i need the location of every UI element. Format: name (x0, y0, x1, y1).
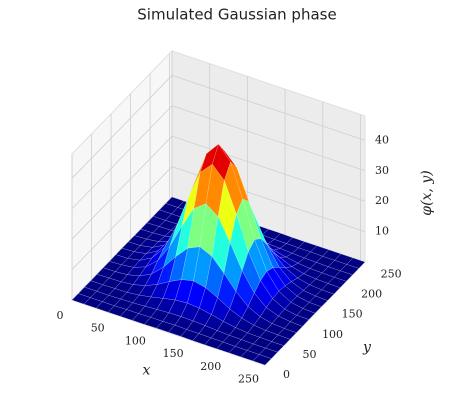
grid-line (71, 166, 173, 270)
z-tick-label: 40 (375, 133, 389, 146)
surface-patch (333, 270, 353, 282)
y-tick-label: 200 (361, 288, 382, 301)
grid-line (171, 105, 366, 172)
y-tick-label: 150 (342, 308, 363, 321)
surface-patch (264, 341, 285, 353)
surface-patch (296, 308, 316, 320)
x-tick-label: 50 (91, 322, 105, 335)
x-tick-label: 100 (125, 334, 146, 347)
grid-line (71, 105, 173, 210)
x-axis-label: x (143, 363, 151, 379)
z-tick-label: 20 (375, 194, 389, 207)
labels: 0 50 100 150 200 250 0 50 100 150 200 250 10 20 30 40 x y… (57, 133, 436, 385)
surface-patch (308, 295, 328, 308)
z-axis-label: φ(x, y) (419, 170, 435, 215)
surface-patch (346, 257, 366, 269)
x-tick-label: 150 (163, 347, 184, 360)
grid-line (171, 135, 366, 202)
x-tick-label: 200 (200, 360, 221, 373)
chart-title: Simulated Gaussian phase (137, 6, 336, 24)
surface-patch (327, 277, 347, 289)
surface-patch (252, 354, 272, 366)
z-tick-label: 10 (375, 225, 389, 238)
grid-line (71, 75, 173, 179)
z-tick-label: 30 (375, 164, 389, 177)
y-tick-label: 0 (283, 368, 290, 381)
surface-patch (302, 302, 322, 314)
y-tick-label: 100 (322, 328, 343, 341)
grid-line (71, 135, 173, 240)
grid-line (171, 74, 366, 141)
surface-patch (283, 321, 303, 334)
x-tick-label: 250 (238, 372, 259, 385)
y-tick-label: 50 (303, 348, 317, 361)
y-axis-label: y (362, 340, 372, 356)
y-tick-label: 250 (381, 267, 402, 280)
surface-patch (339, 264, 360, 276)
x-tick-label: 0 (57, 309, 64, 322)
surface (71, 143, 366, 366)
surface-patch (277, 328, 297, 340)
